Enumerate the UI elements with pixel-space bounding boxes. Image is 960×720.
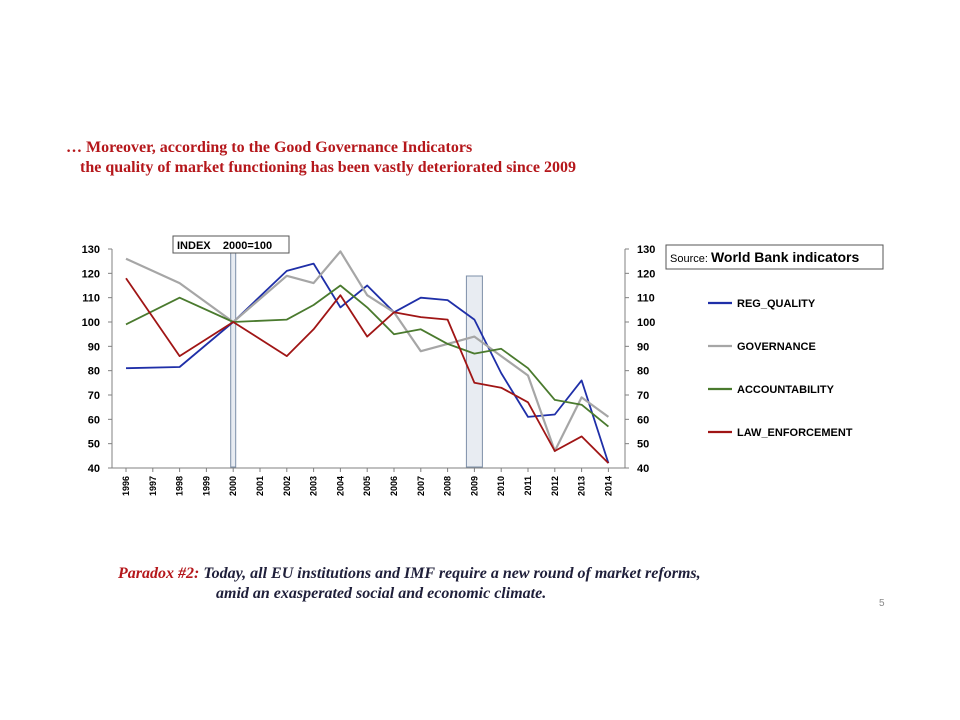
source-prefix: Source: bbox=[670, 253, 711, 265]
source-name: World Bank indicators bbox=[711, 249, 860, 265]
y-tick-label-right: 110 bbox=[637, 293, 655, 305]
legend-label: REG_QUALITY bbox=[737, 298, 816, 310]
note-line-1: Today, all EU institutions and IMF requi… bbox=[199, 565, 701, 582]
y-tick-label-left: 100 bbox=[82, 317, 100, 329]
note-prefix: Paradox #2: bbox=[118, 565, 200, 582]
y-tick-label-right: 130 bbox=[637, 244, 655, 256]
y-tick-label-right: 60 bbox=[637, 414, 649, 426]
y-tick-label-left: 60 bbox=[88, 414, 100, 426]
x-tick-label: 2005 bbox=[362, 476, 372, 496]
note-line-2: amid an exasperated social and economic … bbox=[216, 585, 547, 602]
x-tick-label: 2000 bbox=[228, 476, 238, 496]
x-tick-label: 2008 bbox=[443, 476, 453, 496]
legend-label: LAW_ENFORCEMENT bbox=[737, 427, 853, 439]
y-tick-label-right: 120 bbox=[637, 268, 655, 280]
index-label: INDEX 2000=100 bbox=[177, 240, 272, 252]
y-tick-label-left: 90 bbox=[88, 341, 100, 353]
y-tick-label-right: 50 bbox=[637, 439, 649, 451]
y-tick-label-right: 70 bbox=[637, 390, 649, 402]
y-tick-label-left: 50 bbox=[88, 439, 100, 451]
paradox-note: Paradox #2: Today, all EU institutions a… bbox=[118, 564, 701, 604]
x-tick-label: 2012 bbox=[550, 476, 560, 496]
series-line-law-enforcement bbox=[125, 277, 610, 464]
y-tick-label-right: 40 bbox=[637, 463, 649, 475]
y-tick-label-right: 90 bbox=[637, 341, 649, 353]
page-number: 5 bbox=[879, 598, 885, 609]
x-tick-label: 2014 bbox=[603, 476, 613, 496]
x-tick-label: 2003 bbox=[309, 476, 319, 496]
slide-heading: … Moreover, according to the Good Govern… bbox=[66, 138, 576, 178]
heading-line-2: the quality of market functioning has be… bbox=[80, 159, 576, 176]
x-tick-label: 2009 bbox=[469, 476, 479, 496]
x-tick-label: 2010 bbox=[496, 476, 506, 496]
source-box bbox=[665, 244, 884, 270]
y-tick-label-left: 130 bbox=[82, 244, 100, 256]
x-tick-label: 2007 bbox=[416, 476, 426, 496]
index-label-box bbox=[172, 235, 290, 254]
highlight-2000 bbox=[230, 252, 237, 468]
y-tick-label-left: 70 bbox=[88, 390, 100, 402]
y-tick-label-left: 120 bbox=[82, 268, 100, 280]
x-tick-label: 2006 bbox=[389, 476, 399, 496]
highlight-2009 bbox=[465, 275, 483, 468]
x-tick-label: 2011 bbox=[523, 476, 533, 496]
x-tick-label: 2002 bbox=[282, 476, 292, 496]
x-tick-label: 2004 bbox=[335, 476, 345, 496]
source-label: Source: World Bank indicators bbox=[670, 249, 860, 265]
legend-label: GOVERNANCE bbox=[737, 341, 816, 353]
heading-line-1: … Moreover, according to the Good Govern… bbox=[66, 139, 473, 156]
x-tick-label: 1997 bbox=[148, 476, 158, 496]
y-tick-label-left: 110 bbox=[82, 293, 100, 305]
x-tick-label: 2013 bbox=[577, 476, 587, 496]
y-tick-label-right: 80 bbox=[637, 366, 649, 378]
y-tick-label-left: 40 bbox=[88, 463, 100, 475]
x-tick-label: 2001 bbox=[255, 476, 265, 496]
x-tick-label: 1999 bbox=[201, 476, 211, 496]
series-line-accountability bbox=[125, 284, 609, 428]
y-tick-label-right: 100 bbox=[637, 317, 655, 329]
x-tick-label: 1998 bbox=[175, 476, 185, 496]
legend-label: ACCOUNTABILITY bbox=[737, 384, 835, 396]
y-tick-label-left: 80 bbox=[88, 366, 100, 378]
x-tick-label: 1996 bbox=[121, 476, 131, 496]
